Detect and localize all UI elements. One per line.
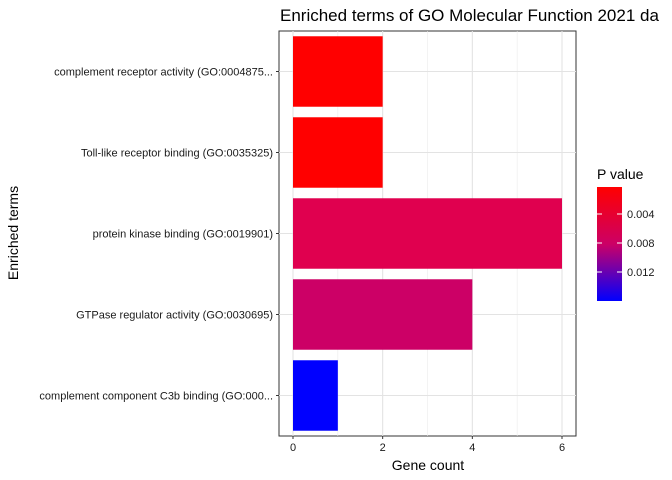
x-tick-label: 4	[469, 442, 475, 454]
x-tick-label: 6	[559, 442, 565, 454]
legend-title: P value	[597, 166, 644, 182]
y-tick-label: complement component C3b binding (GO:000…	[39, 391, 273, 403]
bars	[293, 36, 562, 431]
x-axis-title: Gene count	[392, 457, 464, 473]
bar	[293, 198, 562, 269]
legend-ticks: 0.004 0.008 0.012	[597, 209, 655, 279]
x-tick-label: 0	[290, 442, 296, 454]
legend-colorbar	[597, 187, 622, 301]
y-tick-label: complement receptor activity (GO:0004875…	[54, 67, 273, 79]
y-tick-labels: complement receptor activity (GO:0004875…	[39, 67, 279, 403]
legend-tick-label: 0.012	[627, 267, 655, 279]
y-tick-label: protein kinase binding (GO:0019901)	[93, 229, 273, 241]
legend: P value 0.004 0.008 0.012	[597, 166, 655, 301]
y-tick-label: Toll-like receptor binding (GO:0035325)	[81, 148, 273, 160]
y-tick-label: GTPase regulator activity (GO:0030695)	[76, 310, 273, 322]
chart-title: Enriched terms of GO Molecular Function …	[280, 6, 659, 25]
bar	[293, 279, 473, 350]
legend-tick-label: 0.008	[627, 238, 655, 250]
legend-tick-label: 0.004	[627, 209, 655, 221]
bar	[293, 36, 383, 107]
bar	[293, 117, 383, 188]
bar	[293, 360, 338, 431]
y-axis-title: Enriched terms	[5, 186, 21, 280]
x-tick-labels: 0 2 4 6	[290, 436, 565, 454]
x-tick-label: 2	[380, 442, 386, 454]
